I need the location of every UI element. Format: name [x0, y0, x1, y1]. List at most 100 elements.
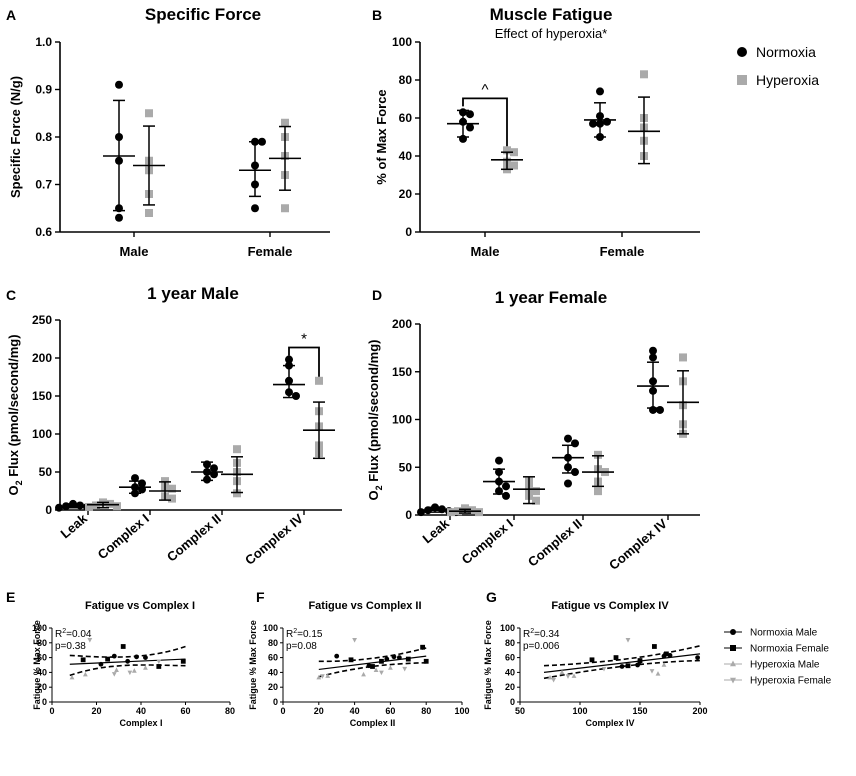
- y-tick-label: 20: [399, 187, 413, 201]
- data-point: [156, 664, 162, 669]
- p-value-label: p=0.08: [286, 641, 317, 652]
- data-point: [423, 658, 429, 664]
- data-point: [466, 123, 474, 132]
- x-axis-label: Complex IV: [585, 718, 634, 728]
- y-tick-label: 80: [37, 638, 47, 648]
- x-tick-label: 80: [421, 706, 431, 716]
- legend-top: Normoxia Hyperoxia: [737, 44, 819, 88]
- data-point: [156, 659, 162, 665]
- x-tick-label: 50: [515, 706, 525, 716]
- data-point: [233, 445, 241, 454]
- y-tick-label: 100: [32, 427, 52, 441]
- series-hyperoxia-female: [87, 638, 162, 677]
- series-hyperoxia-female: [551, 638, 655, 683]
- data-point: [127, 670, 133, 676]
- data-point: [649, 346, 657, 355]
- y-tick-label: 100: [32, 623, 47, 633]
- data-point: [113, 502, 121, 511]
- x-tick-label: 20: [314, 706, 324, 716]
- data-point: [168, 494, 176, 503]
- r-squared-label: R2=0.15: [286, 628, 323, 640]
- data-point: [547, 674, 553, 680]
- y-tick-label: 50: [399, 460, 413, 474]
- y-tick-label: 60: [37, 653, 47, 663]
- data-point: [143, 665, 148, 670]
- data-point: [649, 669, 655, 674]
- data-point: [379, 670, 384, 676]
- data-point: [391, 654, 397, 660]
- x-tick-label: 0: [49, 706, 54, 716]
- data-point: [115, 213, 123, 222]
- data-point: [334, 653, 340, 659]
- data-point: [396, 655, 402, 660]
- panel-c: C 1 year Male O2 Flux (pmol/second/mg) 0 50 1…: [6, 284, 342, 568]
- data-point: [370, 664, 375, 669]
- data-point: [316, 674, 322, 680]
- y-axis-label: O2 Flux (pmol/second/mg): [6, 334, 24, 495]
- data-point: [105, 656, 111, 662]
- y-tick-label: 40: [37, 667, 47, 677]
- y-tick-label: 1.0: [35, 35, 52, 49]
- panel-d: D 1 year Female O2 Flux (pmol/second/mg) 0 5…: [366, 287, 700, 573]
- y-tick-label: 40: [268, 667, 278, 677]
- x-tick-label: 80: [225, 706, 235, 716]
- data-point: [98, 661, 104, 667]
- panel-title: Fatigue vs Complex I: [85, 600, 195, 612]
- category-label: Male: [471, 244, 500, 259]
- category-label: Female: [600, 244, 645, 259]
- x-tick-label: 60: [385, 706, 395, 716]
- panel-label: F: [256, 589, 265, 605]
- series-normoxia-female: [348, 644, 429, 669]
- y-tick-label: 0.7: [35, 178, 52, 192]
- data-point: [319, 674, 325, 679]
- data-point: [373, 667, 379, 672]
- significance-bracket: [462, 97, 508, 147]
- category-label: Complex IV: [242, 511, 306, 568]
- data-point: [402, 666, 408, 672]
- panel-title: Specific Force: [145, 5, 261, 24]
- data-point: [565, 674, 571, 679]
- series-normoxia-male: [98, 653, 148, 667]
- x-tick-label: 100: [454, 706, 469, 716]
- legend-marker: [730, 629, 736, 635]
- data-point: [510, 148, 518, 157]
- data-point: [619, 664, 625, 669]
- series-hyperoxia: [491, 70, 660, 174]
- y-tick-label: 150: [392, 365, 412, 379]
- data-point: [461, 504, 469, 513]
- data-point: [502, 482, 510, 491]
- data-point: [417, 508, 425, 517]
- panel-b: B Muscle Fatigue Effect of hyperoxia* % of …: [372, 5, 700, 259]
- legend-label: Hyperoxia Male: [750, 660, 820, 671]
- y-tick-label: 20: [37, 682, 47, 692]
- x-tick-label: 150: [632, 706, 647, 716]
- data-point: [637, 658, 643, 663]
- panel-label: D: [372, 287, 382, 303]
- data-point: [447, 508, 455, 517]
- confidence-lower: [318, 662, 427, 678]
- r-squared-label: R2=0.34: [523, 628, 560, 640]
- data-point: [571, 439, 579, 448]
- data-point: [589, 657, 595, 663]
- confidence-upper: [543, 645, 701, 667]
- panel-label: B: [372, 7, 382, 23]
- y-tick-label: 40: [399, 149, 413, 163]
- x-tick-label: 60: [180, 706, 190, 716]
- panel-title: 1 year Male: [147, 284, 239, 303]
- x-tick-label: 200: [692, 706, 707, 716]
- category-label: Female: [248, 244, 293, 259]
- series-hyperoxia-male: [69, 665, 148, 680]
- data-point: [145, 109, 153, 118]
- data-point: [656, 405, 664, 414]
- data-point: [348, 657, 354, 663]
- data-point: [131, 668, 137, 673]
- y-tick-label: 0: [510, 697, 515, 707]
- data-point: [679, 353, 687, 362]
- significance-marker: *: [301, 331, 307, 348]
- confidence-upper: [318, 647, 427, 663]
- series-hyperoxia-male: [316, 665, 393, 680]
- y-tick-label: 0.8: [35, 130, 52, 144]
- data-point: [635, 662, 640, 668]
- series-hyperoxia: [447, 353, 699, 517]
- data-point: [134, 654, 139, 660]
